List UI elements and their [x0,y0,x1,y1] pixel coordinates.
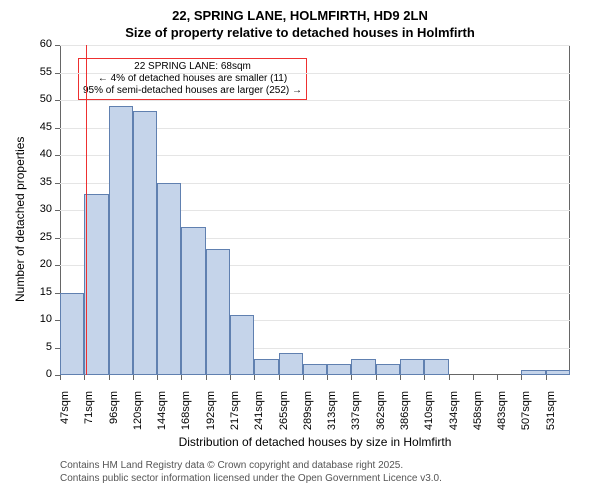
x-tick [60,375,61,380]
x-tick [230,375,231,380]
gridline [60,73,570,74]
chart-title-line1: 22, SPRING LANE, HOLMFIRTH, HD9 2LN [0,0,600,23]
histogram-bar [109,106,133,376]
y-tick-label: 10 [30,313,52,325]
gridline [60,45,570,46]
histogram-bar [254,359,278,376]
histogram-bar [84,194,108,376]
reference-line [86,45,87,375]
histogram-bar [546,370,570,376]
histogram-bar [230,315,254,376]
x-tick [400,375,401,380]
x-tick-label: 192sqm [205,391,217,441]
y-tick [55,73,60,74]
y-tick-label: 15 [30,286,52,298]
x-tick-label: 241sqm [253,391,265,441]
y-tick-label: 45 [30,121,52,133]
x-tick-label: 507sqm [520,391,532,441]
x-tick [181,375,182,380]
x-tick [546,375,547,380]
y-tick-label: 20 [30,258,52,270]
footer-line-2: Contains public sector information licen… [60,473,442,484]
x-tick-label: 313sqm [326,391,338,441]
histogram-chart: 22, SPRING LANE, HOLMFIRTH, HD9 2LN Size… [0,0,600,500]
y-axis-label: Number of detached properties [13,122,27,302]
x-tick-label: 337sqm [350,391,362,441]
x-tick [303,375,304,380]
x-tick [327,375,328,380]
y-tick-label: 60 [30,38,52,50]
y-tick-label: 5 [30,341,52,353]
x-tick-label: 458sqm [472,391,484,441]
x-tick-label: 531sqm [545,391,557,441]
y-tick-label: 0 [30,368,52,380]
histogram-bar [327,364,351,375]
x-tick [84,375,85,380]
y-tick [55,128,60,129]
annotation-line-1: 22 SPRING LANE: 68sqm [83,61,302,73]
x-tick-label: 289sqm [302,391,314,441]
annotation-line-3: 95% of semi-detached houses are larger (… [83,85,302,97]
x-tick-label: 386sqm [399,391,411,441]
x-tick [449,375,450,380]
x-tick [109,375,110,380]
y-tick-label: 40 [30,148,52,160]
gridline [60,100,570,101]
y-tick [55,238,60,239]
x-tick [473,375,474,380]
x-tick-label: 434sqm [448,391,460,441]
x-tick-label: 47sqm [59,391,71,441]
y-tick [55,45,60,46]
histogram-bar [424,359,448,376]
x-tick-label: 96sqm [108,391,120,441]
y-tick-label: 30 [30,203,52,215]
x-tick [376,375,377,380]
y-tick [55,183,60,184]
annotation-line-2: ← 4% of detached houses are smaller (11) [83,73,302,85]
x-tick-label: 265sqm [278,391,290,441]
x-tick-label: 362sqm [375,391,387,441]
x-tick-label: 120sqm [132,391,144,441]
x-tick [254,375,255,380]
x-tick-label: 168sqm [180,391,192,441]
histogram-bar [351,359,375,376]
y-tick [55,265,60,266]
y-tick-label: 25 [30,231,52,243]
y-tick-label: 50 [30,93,52,105]
x-tick [351,375,352,380]
x-tick [157,375,158,380]
x-tick [279,375,280,380]
x-tick-label: 410sqm [423,391,435,441]
histogram-bar [157,183,181,376]
histogram-bar [133,111,157,375]
histogram-bar [60,293,84,376]
histogram-bar [400,359,424,376]
y-tick [55,100,60,101]
histogram-bar [521,370,545,376]
footer-line-1: Contains HM Land Registry data © Crown c… [60,460,403,471]
chart-title-line2: Size of property relative to detached ho… [0,23,600,40]
x-tick-label: 144sqm [156,391,168,441]
x-tick [424,375,425,380]
y-tick-label: 55 [30,66,52,78]
x-tick-label: 217sqm [229,391,241,441]
histogram-bar [279,353,303,375]
annotation-box: 22 SPRING LANE: 68sqm ← 4% of detached h… [78,58,307,100]
y-tick [55,210,60,211]
y-tick [55,155,60,156]
y-tick-label: 35 [30,176,52,188]
histogram-bar [303,364,327,375]
x-tick [497,375,498,380]
x-tick [521,375,522,380]
histogram-bar [376,364,400,375]
x-tick-label: 71sqm [83,391,95,441]
x-tick [133,375,134,380]
x-tick-label: 483sqm [496,391,508,441]
histogram-bar [181,227,205,376]
x-tick [206,375,207,380]
histogram-bar [206,249,230,376]
